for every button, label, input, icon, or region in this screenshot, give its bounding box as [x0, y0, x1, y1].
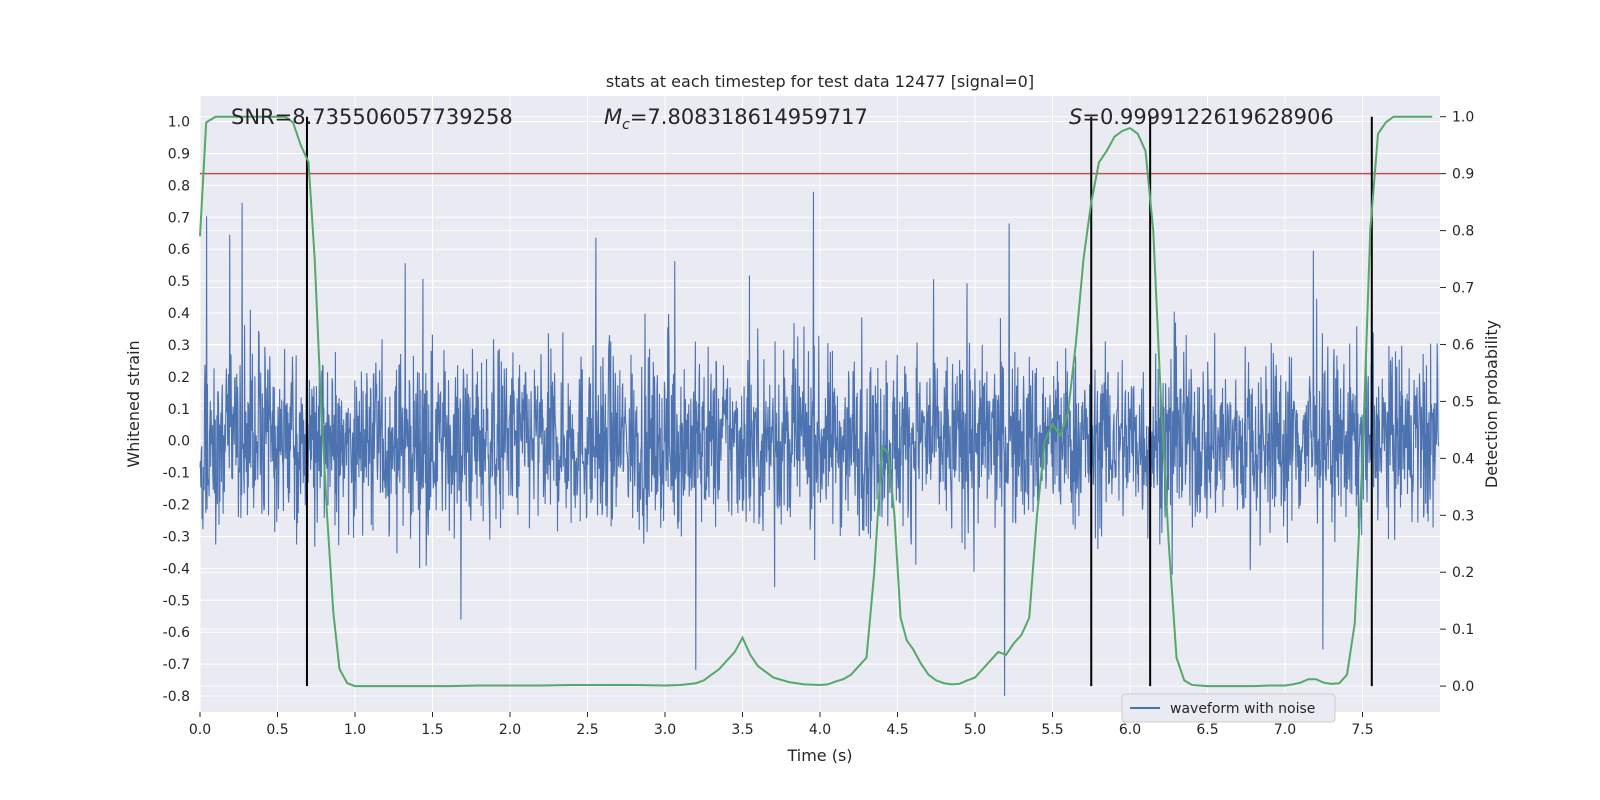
y2-tick-label: 0.7: [1452, 281, 1474, 297]
chart-title: stats at each timestep for test data 124…: [606, 72, 1034, 91]
mc-value: =7.808318614959717: [630, 105, 868, 129]
y-tick-label: 0.1: [168, 402, 190, 418]
y-tick-label: 0.9: [168, 146, 190, 162]
y2-tick-label: 0.0: [1452, 679, 1474, 695]
y2-tick-label: 1.0: [1452, 110, 1474, 126]
y-tick-label: 0.8: [168, 178, 190, 194]
s-value: =0.9999122619628906: [1082, 105, 1333, 129]
y-axis-title: Whitened strain: [124, 340, 143, 467]
y-tick-label: 0.0: [168, 434, 190, 450]
y2-tick-label: 0.6: [1452, 337, 1474, 353]
x-tick-label: 3.0: [654, 722, 676, 738]
y-tick-label: 1.0: [168, 115, 190, 131]
x-tick-label: 2.0: [499, 722, 521, 738]
y-tick-label: 0.6: [168, 242, 190, 258]
x-tick-label: 5.0: [964, 722, 986, 738]
axes: 0.0 0.5 1.0 1.5 2.0 2.5 3.0 3.5 4.0 4.5 5.0 5.5 6.0 6…: [163, 110, 1475, 738]
y-tick-label: 0.4: [168, 306, 190, 322]
y2-tick-label: 0.1: [1452, 622, 1474, 638]
legend-label: waveform with noise: [1170, 701, 1315, 717]
x-tick-label: 7.5: [1351, 722, 1373, 738]
s-annotation: S=0.9999122619628906: [1069, 105, 1334, 129]
y2-tick-label: 0.4: [1452, 451, 1474, 467]
mc-symbol: M: [604, 105, 622, 129]
x-tick-label: 1.5: [421, 722, 443, 738]
y2-tick-label: 0.9: [1452, 167, 1474, 183]
mc-subscript: c: [622, 117, 630, 133]
x-tick-label: 6.0: [1119, 722, 1141, 738]
x-tick-label: 4.0: [809, 722, 831, 738]
y-tick-label: 0.5: [168, 274, 190, 290]
probability-line: [199, 115, 1433, 688]
waveform-line: [199, 191, 1439, 697]
y-tick-label: -0.1: [163, 466, 190, 482]
x-tick-label: 1.0: [344, 722, 366, 738]
y2-tick-label: 0.8: [1452, 224, 1474, 240]
x-tick-label: 5.5: [1041, 722, 1063, 738]
y-tick-label: -0.3: [163, 529, 190, 545]
legend-box: [1121, 693, 1336, 723]
y-tick-label: -0.7: [163, 657, 190, 673]
y-tick-label: 0.3: [168, 338, 190, 354]
x-tick-label: 3.5: [731, 722, 753, 738]
waveform-series: [199, 191, 1439, 697]
y-tick-label: -0.4: [163, 561, 190, 577]
x-tick-label: 0.0: [189, 722, 211, 738]
x-axis-title: Time (s): [786, 746, 852, 765]
x-tick-label: 7.0: [1274, 722, 1296, 738]
x-tick-label: 0.5: [266, 722, 288, 738]
y-tick-label: -0.6: [163, 625, 190, 641]
mc-annotation: Mc=7.808318614959717: [604, 105, 868, 133]
y-tick-label: -0.2: [163, 498, 190, 514]
y2-tick-label: 0.3: [1452, 508, 1474, 524]
legend: waveform with noise: [1121, 693, 1336, 723]
y2-tick-label: 0.2: [1452, 565, 1474, 581]
probability-series: [199, 115, 1433, 688]
s-symbol: S: [1069, 105, 1082, 129]
x-tick-label: 2.5: [576, 722, 598, 738]
y-tick-label: -0.5: [163, 593, 190, 609]
y-tick-label: 0.7: [168, 210, 190, 226]
x-tick-label: 6.5: [1196, 722, 1218, 738]
y-tick-label: -0.8: [163, 689, 190, 705]
y-tick-label: 0.2: [168, 370, 190, 386]
y2-tick-label: 0.5: [1452, 394, 1474, 410]
snr-annotation: SNR=8.735506057739258: [231, 105, 513, 129]
x-tick-label: 4.5: [886, 722, 908, 738]
y2-axis-title: Detection probability: [1482, 320, 1501, 488]
